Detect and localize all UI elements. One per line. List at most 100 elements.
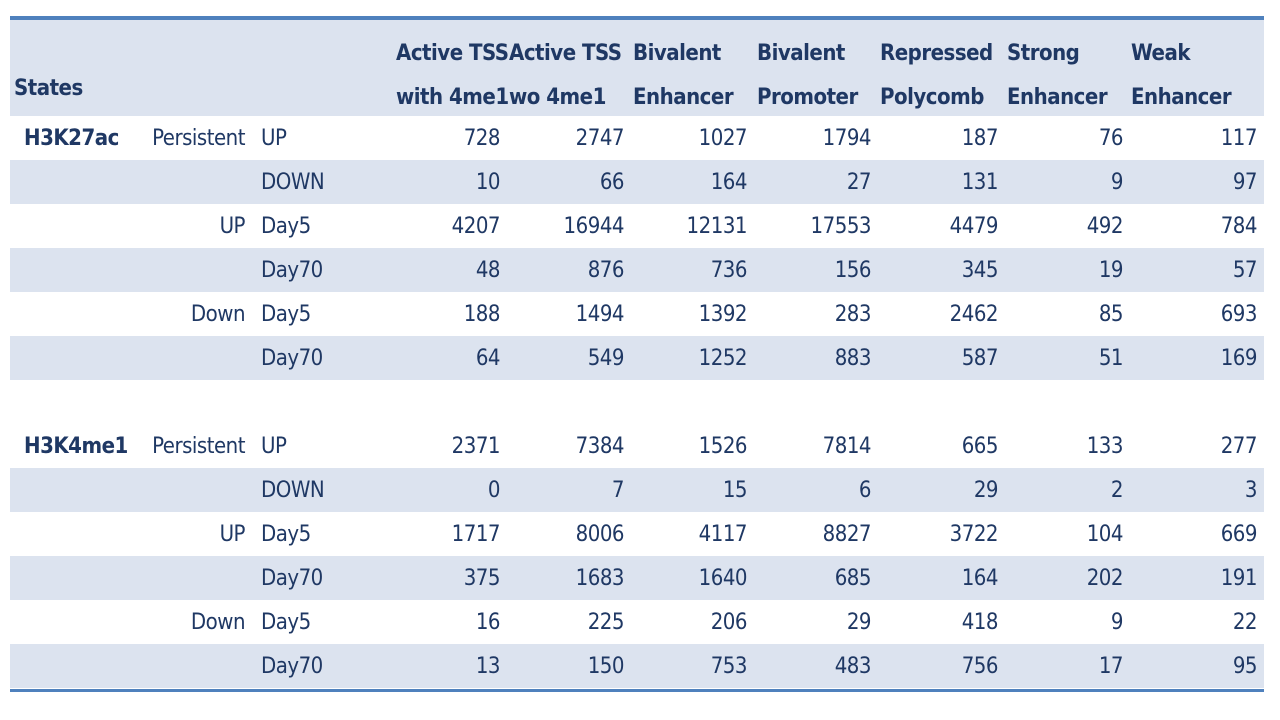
row-sub: Day70 [261,345,323,371]
row-sub: DOWN [261,477,325,503]
value-cell: 669 [1220,521,1258,547]
value-cell: 4117 [698,521,748,547]
value-cell: 8827 [822,521,872,547]
states-table: States Active TSS with 4me1 Active TSS wo … [10,16,1264,688]
value-cell: 9 [1110,609,1124,635]
header-row: States Active TSS with 4me1 Active TSS wo … [10,20,1264,116]
row-sub: Day5 [261,521,311,547]
value-cell: 753 [710,653,748,679]
value-cell: 169 [1220,345,1258,371]
row-group: Persistent [152,125,245,151]
value-cell: 693 [1220,301,1258,327]
table-row: Down Day5 16 225 206 29 418 9 22 [10,600,1264,644]
row-sub: Day70 [261,257,323,283]
table-row: Down Day5 188 1494 1392 283 2462 85 693 [10,292,1264,336]
value-cell: 728 [463,125,501,151]
value-cell: 492 [1086,213,1124,239]
value-cell: 16944 [563,213,625,239]
value-cell: 1252 [698,345,748,371]
value-cell: 188 [463,301,501,327]
row-sub: Day70 [261,653,323,679]
value-cell: 2371 [451,433,501,459]
header-weak-enhancer: Weak Enhancer [1131,41,1232,110]
value-cell: 665 [961,433,999,459]
table-row: UP Day5 4207 16944 12131 17553 4479 492 784 [10,204,1264,248]
value-cell: 15 [722,477,748,503]
value-cell: 64 [475,345,501,371]
value-cell: 7814 [822,433,872,459]
table-row: Day70 13 150 753 483 756 17 95 [10,644,1264,688]
value-cell: 736 [710,257,748,283]
row-sub: Day5 [261,609,311,635]
value-cell: 9 [1110,169,1124,195]
table-row: Day70 375 1683 1640 685 164 202 191 [10,556,1264,600]
value-cell: 2747 [575,125,625,151]
value-cell: 225 [587,609,625,635]
header-bivalent-enhancer: Bivalent Enhancer [633,41,734,110]
table-row: H3K27ac Persistent UP 728 2747 1027 1794 187 76 1… [10,116,1264,160]
value-cell: 164 [961,565,999,591]
value-cell: 4479 [949,213,999,239]
value-cell: 1717 [451,521,501,547]
value-cell: 2462 [949,301,999,327]
header-states: States [14,76,83,101]
table-row: DOWN 10 66 164 27 131 9 97 [10,160,1264,204]
value-cell: 418 [961,609,999,635]
value-cell: 133 [1086,433,1124,459]
row-group [110,160,245,204]
value-cell: 1526 [698,433,748,459]
value-cell: 117 [1220,125,1258,151]
table-top-rule [10,16,1264,20]
value-cell: 277 [1220,433,1258,459]
row-group: UP [219,213,246,239]
value-cell: 7 [611,477,625,503]
value-cell: 19 [1098,257,1124,283]
table-row: Day70 48 876 736 156 345 19 57 [10,248,1264,292]
value-cell: 17 [1098,653,1124,679]
value-cell: 2 [1110,477,1124,503]
table-row: UP Day5 1717 8006 4117 8827 3722 104 669 [10,512,1264,556]
value-cell: 27 [846,169,872,195]
value-cell: 187 [961,125,999,151]
table-bottom-rule [10,689,1264,692]
value-cell: 685 [834,565,872,591]
row-sub: Day5 [261,213,311,239]
value-cell: 97 [1232,169,1258,195]
row-group: UP [219,521,246,547]
value-cell: 483 [834,653,872,679]
section-spacer [10,380,1264,424]
row-sub: UP [261,433,287,459]
value-cell: 1494 [575,301,625,327]
value-cell: 1640 [698,565,748,591]
value-cell: 29 [846,609,872,635]
row-group [110,248,245,292]
value-cell: 66 [599,169,625,195]
value-cell: 10 [475,169,501,195]
value-cell: 85 [1098,301,1124,327]
value-cell: 164 [710,169,748,195]
value-cell: 283 [834,301,872,327]
value-cell: 6 [858,477,872,503]
value-cell: 206 [710,609,748,635]
value-cell: 76 [1098,125,1124,151]
row-sub: Day5 [261,301,311,327]
row-mark: H3K4me1 [24,433,128,459]
row-group [110,644,245,688]
header-strong-enhancer: Strong Enhancer [1007,41,1108,110]
header-repressed-polycomb: Repressed Polycomb [880,41,993,110]
value-cell: 876 [587,257,625,283]
value-cell: 156 [834,257,872,283]
value-cell: 4207 [451,213,501,239]
value-cell: 549 [587,345,625,371]
header-bivalent-promoter: Bivalent Promoter [757,41,858,110]
row-sub: DOWN [261,169,325,195]
value-cell: 150 [587,653,625,679]
value-cell: 57 [1232,257,1258,283]
row-group [110,556,245,600]
row-sub: Day70 [261,565,323,591]
table-row: DOWN 0 7 15 6 29 2 3 [10,468,1264,512]
header-active-tss-with-4me1: Active TSS with 4me1 [396,41,509,110]
value-cell: 1794 [822,125,872,151]
value-cell: 7384 [575,433,625,459]
value-cell: 756 [961,653,999,679]
